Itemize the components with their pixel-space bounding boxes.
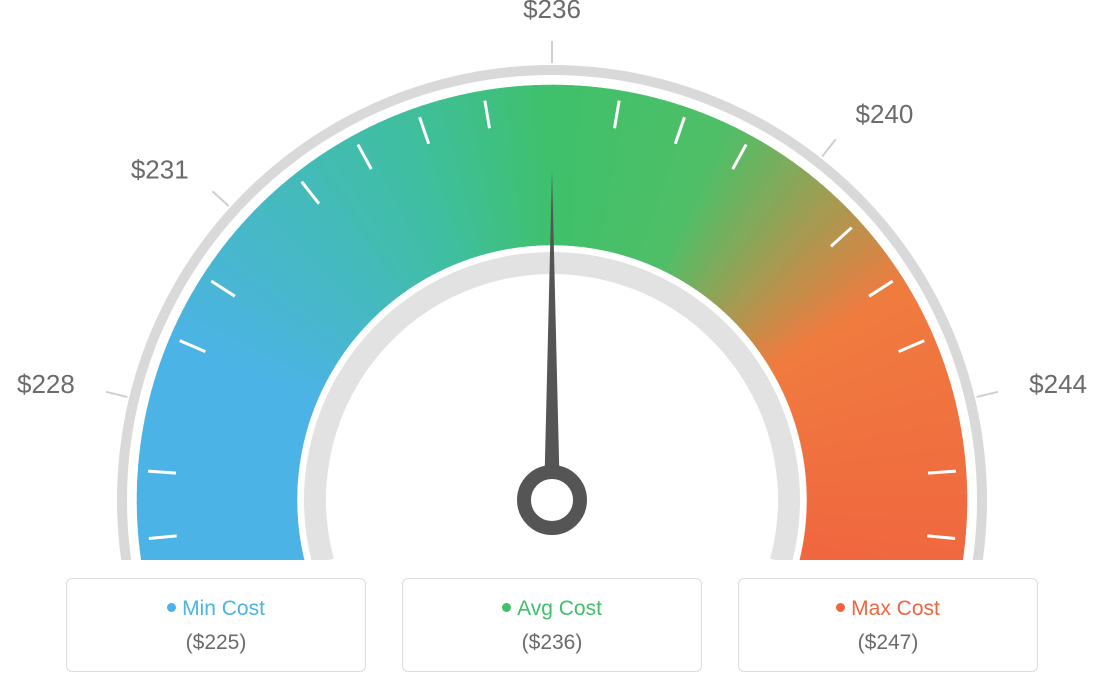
legend-row: Min Cost ($225) Avg Cost ($236) Max Cost… (0, 578, 1104, 672)
legend-label-max: Max Cost (851, 597, 940, 620)
minor-tick (928, 471, 956, 473)
dot-icon (167, 603, 176, 612)
legend-title-min: Min Cost (77, 597, 355, 621)
needle-hub (524, 472, 580, 528)
gauge-svg: $225$228$231$236$240$244$247 (0, 0, 1104, 560)
legend-card-max: Max Cost ($247) (738, 578, 1038, 672)
tick-label: $228 (17, 369, 75, 399)
legend-title-avg: Avg Cost (413, 597, 691, 621)
legend-card-min: Min Cost ($225) (66, 578, 366, 672)
legend-label-min: Min Cost (182, 597, 265, 620)
tick-label: $236 (523, 0, 581, 24)
dot-icon (836, 603, 845, 612)
major-tick (106, 392, 127, 397)
dot-icon (502, 603, 511, 612)
major-tick (977, 392, 998, 397)
tick-label: $240 (856, 99, 914, 129)
tick-label: $244 (1029, 369, 1087, 399)
legend-value-avg: ($236) (413, 631, 691, 655)
legend-value-min: ($225) (77, 631, 355, 655)
major-tick (822, 139, 836, 156)
legend-label-avg: Avg Cost (517, 597, 602, 620)
legend-title-max: Max Cost (749, 597, 1027, 621)
legend-value-max: ($247) (749, 631, 1027, 655)
gauge-chart: $225$228$231$236$240$244$247 (0, 0, 1104, 560)
minor-tick (148, 471, 176, 473)
legend-card-avg: Avg Cost ($236) (402, 578, 702, 672)
tick-label: $231 (131, 155, 189, 185)
major-tick (212, 191, 228, 206)
